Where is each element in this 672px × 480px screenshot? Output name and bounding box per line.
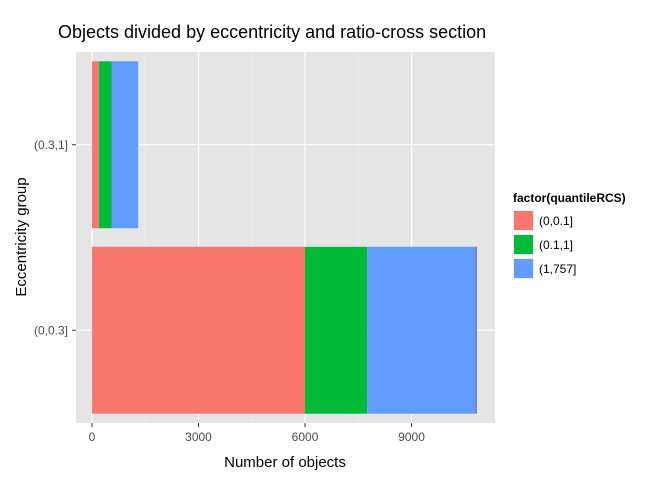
legend-label: (0.1,1] <box>539 238 573 252</box>
bar-segment <box>367 246 476 414</box>
bar-segment <box>91 246 306 414</box>
chart-title: Objects divided by eccentricity and rati… <box>58 22 486 42</box>
y-tick-label: (0.3,1] <box>34 138 68 152</box>
x-tick-label: 3000 <box>185 430 212 444</box>
legend-label: (0,0.1] <box>539 214 573 228</box>
bar-segment <box>305 246 368 414</box>
y-tick-label: (0,0.3] <box>34 323 68 337</box>
legend-title: factor(quantileRCS) <box>513 191 626 205</box>
y-axis-title: Eccentricity group <box>13 177 30 296</box>
x-tick-label: 6000 <box>292 430 319 444</box>
bar-segment <box>475 246 477 414</box>
legend-key <box>514 211 533 230</box>
bar-segment <box>99 61 112 229</box>
bars <box>91 61 477 414</box>
legend: factor(quantileRCS) (0,0.1] (0.1,1] (1,757… <box>513 191 626 279</box>
x-axis-ticks: 0 3000 6000 9000 <box>89 423 425 444</box>
legend-label: (1,757] <box>539 262 576 276</box>
x-tick-label: 0 <box>89 430 96 444</box>
legend-key <box>514 259 533 278</box>
x-tick-label: 9000 <box>398 430 425 444</box>
x-axis-title: Number of objects <box>224 454 346 471</box>
bar-segment <box>111 61 139 229</box>
y-axis-ticks: (0,0.3] (0.3,1] <box>34 138 76 337</box>
bar-segment <box>91 61 100 229</box>
legend-key <box>514 235 533 254</box>
